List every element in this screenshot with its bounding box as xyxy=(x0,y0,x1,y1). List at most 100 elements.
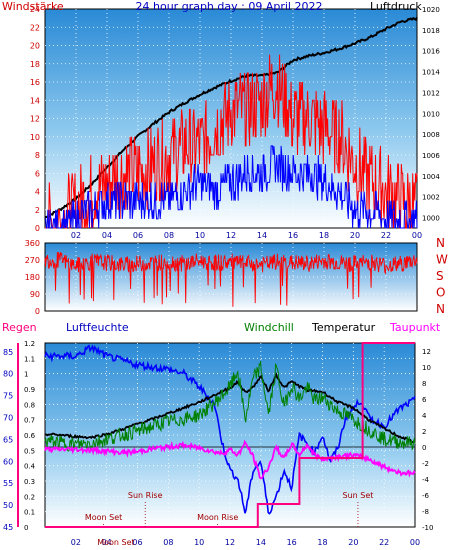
wind-tick-label: 12 xyxy=(30,115,40,124)
series-wind_direction xyxy=(44,251,418,307)
astro-annotations: Moon Set Sun Rise Moon Rise Sun Set Moon Set xyxy=(85,491,374,547)
pressure-tick-label: 1006 xyxy=(422,152,440,160)
pressure-tick-label: 1004 xyxy=(422,173,440,181)
pressure-tick-label: 1016 xyxy=(422,48,440,56)
wind-grid xyxy=(45,9,417,228)
hour-tick-label: 04 xyxy=(102,538,112,547)
hour-tick-label: 14 xyxy=(257,231,267,240)
compass-label: O xyxy=(436,286,445,300)
climate-series-layer xyxy=(44,342,416,528)
legend-taupunkt: Taupunkt xyxy=(389,321,441,334)
hour-tick-label: 08 xyxy=(163,538,173,547)
rain-tick-label: 1.1 xyxy=(24,355,35,363)
rain-tick-label: 0.1 xyxy=(24,509,35,517)
hour-tick-label: 02 xyxy=(71,538,81,547)
wind-tick-label: 24 xyxy=(30,5,40,14)
hour-tick-label: 10 xyxy=(195,231,205,240)
wind-tick-label: 14 xyxy=(30,96,40,105)
temperature-tick-label: 0 xyxy=(422,444,426,452)
humidity-tick-label: 80 xyxy=(3,370,13,379)
hour-tick-label: 22 xyxy=(379,538,389,547)
compass-label: N xyxy=(436,302,445,316)
hour-tick-label: 06 xyxy=(133,231,143,240)
astro-annotation-label: Moon Set xyxy=(97,538,134,547)
pressure-tick-label: 1014 xyxy=(422,69,440,77)
wind-tick-label: 20 xyxy=(30,42,40,51)
legend-regen: Regen xyxy=(2,321,37,334)
rain-tick-label: 1.2 xyxy=(24,340,35,348)
temperature-tick-label: 4 xyxy=(422,412,427,420)
rain-tick-label: 0.2 xyxy=(24,493,35,501)
hour-tick-label: 00 xyxy=(412,231,422,240)
temperature-tick-label: 6 xyxy=(422,396,427,404)
temperature-tick-label: 10 xyxy=(422,364,431,372)
astro-annotation-label: Sun Set xyxy=(343,491,374,500)
series-rain xyxy=(45,342,415,528)
wind-series-layer xyxy=(44,16,418,229)
temperature-tick-label: -4 xyxy=(422,476,430,484)
legend-temperatur: Temperatur xyxy=(311,321,376,334)
pressure-tick-label: 1018 xyxy=(422,27,440,35)
astro-annotation-label: Sun Rise xyxy=(128,491,163,500)
chart-title: 24 hour graph day : 09 April 2022 xyxy=(136,0,323,13)
climate-grid xyxy=(45,343,415,527)
wind-x-ticks: 02 04 06 08 10 12 14 16 18 20 22 00 xyxy=(71,231,422,240)
hour-tick-label: 18 xyxy=(319,231,329,240)
temperature-tick-label: -2 xyxy=(422,460,429,468)
series-wind_gust xyxy=(45,54,418,229)
hour-tick-label: 12 xyxy=(225,538,235,547)
wind-tick-label: 6 xyxy=(35,169,40,178)
temperature-tick-label: 8 xyxy=(422,380,426,388)
humidity-tick-label: 75 xyxy=(3,392,13,401)
rain-axis-ticks: 0 0.1 0.2 0.3 0.4 0.5 0.6 0.7 0.8 0.9 1 1.1 1.2 xyxy=(17,340,36,532)
hour-tick-label: 20 xyxy=(348,538,358,547)
pressure-right-ticks: 1000 1002 1004 1006 1008 1010 1012 1014 1016 1018… xyxy=(422,6,440,223)
temperature-tick-label: -8 xyxy=(422,508,429,516)
hour-tick-label: 08 xyxy=(164,231,174,240)
rain-tick-label: 0.6 xyxy=(24,432,36,440)
wind-tick-label: 4 xyxy=(35,188,40,197)
pressure-tick-label: 1000 xyxy=(422,215,440,223)
wind-tick-label: 16 xyxy=(30,78,40,87)
hour-tick-label: 22 xyxy=(381,231,391,240)
astro-annotation-label: Moon Rise xyxy=(197,513,238,522)
rain-tick-label: 0 xyxy=(24,524,28,532)
hour-tick-label: 10 xyxy=(194,538,204,547)
temperature-tick-label: -6 xyxy=(422,492,430,500)
hour-tick-label: 16 xyxy=(288,231,298,240)
hour-tick-label: 16 xyxy=(287,538,297,547)
wind-tick-label: 2 xyxy=(35,206,40,215)
hour-tick-label: 12 xyxy=(226,231,236,240)
humidity-tick-label: 55 xyxy=(3,479,13,488)
humidity-tick-label: 50 xyxy=(3,501,13,510)
humidity-axis-ticks: 45 50 55 60 65 70 75 80 85 xyxy=(3,348,13,532)
direction-tick-label: 360 xyxy=(25,239,40,248)
hour-tick-label: 18 xyxy=(317,538,327,547)
humidity-tick-label: 85 xyxy=(3,348,13,357)
direction-tick-label: 270 xyxy=(25,256,40,265)
wind-axis-label: Windstärke xyxy=(2,0,64,13)
direction-tick-label: 90 xyxy=(30,290,40,299)
series-wind_avg xyxy=(45,145,418,229)
humidity-tick-label: 60 xyxy=(3,457,13,466)
pressure-tick-label: 1002 xyxy=(422,194,440,202)
pressure-tick-label: 1020 xyxy=(422,6,440,14)
hour-tick-label: 06 xyxy=(132,538,142,547)
compass-label: W xyxy=(436,253,448,267)
wind-tick-label: 18 xyxy=(30,60,40,69)
temperature-axis-ticks: -10 -8 -6 -4 -2 0 2 4 6 8 10 12 xyxy=(422,348,433,532)
hour-tick-label: 20 xyxy=(350,231,360,240)
hour-tick-label: 14 xyxy=(256,538,266,547)
pressure-tick-label: 1010 xyxy=(422,110,440,118)
wind-tick-label: 10 xyxy=(30,133,40,142)
series-windchill xyxy=(44,361,416,452)
direction-series-layer xyxy=(44,251,418,307)
rain-tick-label: 0.9 xyxy=(24,386,35,394)
wind-tick-label: 0 xyxy=(35,224,40,233)
compass-label: S xyxy=(436,269,444,283)
pressure-axis-label: Luftdruck xyxy=(370,0,422,13)
